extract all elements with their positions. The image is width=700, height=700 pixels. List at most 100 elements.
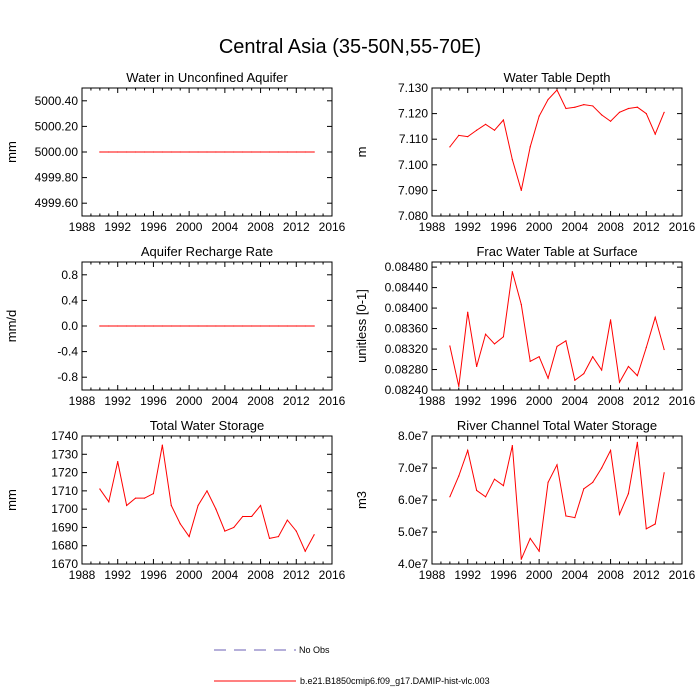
x-tick-label: 2008 <box>597 220 624 234</box>
data-point <box>161 325 163 327</box>
data-point <box>179 523 181 525</box>
data-point <box>134 151 137 153</box>
data-point <box>601 369 603 371</box>
x-tick-label: 2000 <box>526 394 553 408</box>
data-point <box>233 151 235 153</box>
data-point <box>601 467 603 469</box>
data-point <box>583 373 585 375</box>
data-point <box>592 481 594 483</box>
data-point <box>143 325 146 327</box>
data-point <box>170 504 172 507</box>
y-tick-label: 0.0 <box>61 319 78 333</box>
x-tick-label: 1988 <box>69 394 96 408</box>
data-point <box>215 325 217 327</box>
data-point <box>574 379 576 381</box>
data-point <box>520 189 522 191</box>
data-point <box>663 111 665 113</box>
data-point <box>259 325 262 327</box>
data-point <box>170 151 172 153</box>
x-tick-label: 2016 <box>669 220 696 234</box>
x-tick-label: 2012 <box>633 220 660 234</box>
y-tick-label: 0.08360 <box>385 322 429 336</box>
x-tick-label: 1992 <box>454 220 481 234</box>
y-tick-label: 4999.60 <box>35 196 79 210</box>
y-axis-label: m3 <box>354 491 369 509</box>
data-point <box>538 115 540 117</box>
data-point <box>251 515 253 518</box>
data-point <box>161 444 163 446</box>
data-point <box>99 488 101 490</box>
x-tick-label: 2000 <box>526 568 553 582</box>
data-point <box>277 535 280 538</box>
data-point <box>565 107 567 110</box>
y-tick-label: 4999.80 <box>35 171 79 185</box>
data-point <box>179 151 181 153</box>
legend-obs-label: No Obs <box>299 645 330 655</box>
y-tick-label: 0.08440 <box>385 281 429 295</box>
data-point <box>556 89 558 91</box>
y-tick-label: 5000.20 <box>35 119 79 133</box>
x-tick-label: 1992 <box>104 220 131 234</box>
y-tick-label: 0.4 <box>61 293 78 307</box>
x-tick-label: 1988 <box>419 394 446 408</box>
data-point <box>179 325 181 327</box>
panel-1: Water in Unconfined Aquifer mm 1988 1992 199… <box>4 70 346 234</box>
data-point <box>251 151 253 153</box>
data-point <box>206 151 208 153</box>
panel-title: Total Water Storage <box>150 418 264 433</box>
data-point <box>592 105 594 107</box>
data-point <box>663 472 665 474</box>
data-point <box>197 151 199 153</box>
x-tick-label: 1988 <box>69 220 96 234</box>
x-tick-label: 2004 <box>562 568 589 582</box>
y-tick-label: 5.0e7 <box>398 525 428 539</box>
x-tick-label: 2004 <box>562 220 589 234</box>
x-tick-label: 2008 <box>597 568 624 582</box>
y-tick-label: 8.0e7 <box>398 429 428 443</box>
y-tick-label: 1700 <box>51 502 78 516</box>
data-point <box>511 159 513 161</box>
x-tick-label: 2000 <box>176 568 203 582</box>
data-point <box>636 106 638 108</box>
data-point <box>277 325 280 327</box>
data-point <box>654 316 656 318</box>
data-point <box>224 530 226 532</box>
data-point <box>152 493 155 495</box>
y-tick-label: 1680 <box>51 539 78 553</box>
data-point <box>627 365 630 368</box>
data-point <box>520 558 522 560</box>
data-point <box>117 325 119 327</box>
data-point <box>134 497 137 499</box>
y-tick-label: 6.0e7 <box>398 493 428 507</box>
x-tick-label: 1992 <box>104 568 131 582</box>
data-point <box>313 534 315 536</box>
data-point <box>99 325 101 327</box>
data-point <box>197 504 199 507</box>
data-point <box>538 356 540 358</box>
data-point <box>126 504 128 507</box>
y-tick-label: 7.100 <box>398 158 428 172</box>
data-point <box>286 151 288 153</box>
data-point <box>215 508 217 510</box>
x-tick-label: 1996 <box>490 568 517 582</box>
data-point <box>565 515 567 517</box>
data-point <box>188 535 190 538</box>
data-point <box>529 360 531 362</box>
x-tick-label: 2004 <box>562 394 589 408</box>
x-tick-label: 2008 <box>247 568 274 582</box>
data-point <box>152 325 155 327</box>
data-point <box>467 311 469 313</box>
panel-5: Total Water Storage mm 1988 1992 1996 2000 200… <box>4 418 346 582</box>
data-point <box>206 490 208 492</box>
data-point <box>224 151 226 153</box>
data-point <box>134 325 137 327</box>
data-point <box>295 325 297 327</box>
data-point <box>609 319 612 321</box>
x-tick-label: 1996 <box>140 394 167 408</box>
x-tick-label: 2008 <box>247 220 274 234</box>
data-point <box>286 519 288 521</box>
x-tick-label: 1996 <box>140 568 167 582</box>
data-point <box>547 98 549 101</box>
data-point <box>313 325 315 327</box>
x-tick-label: 2012 <box>283 220 310 234</box>
